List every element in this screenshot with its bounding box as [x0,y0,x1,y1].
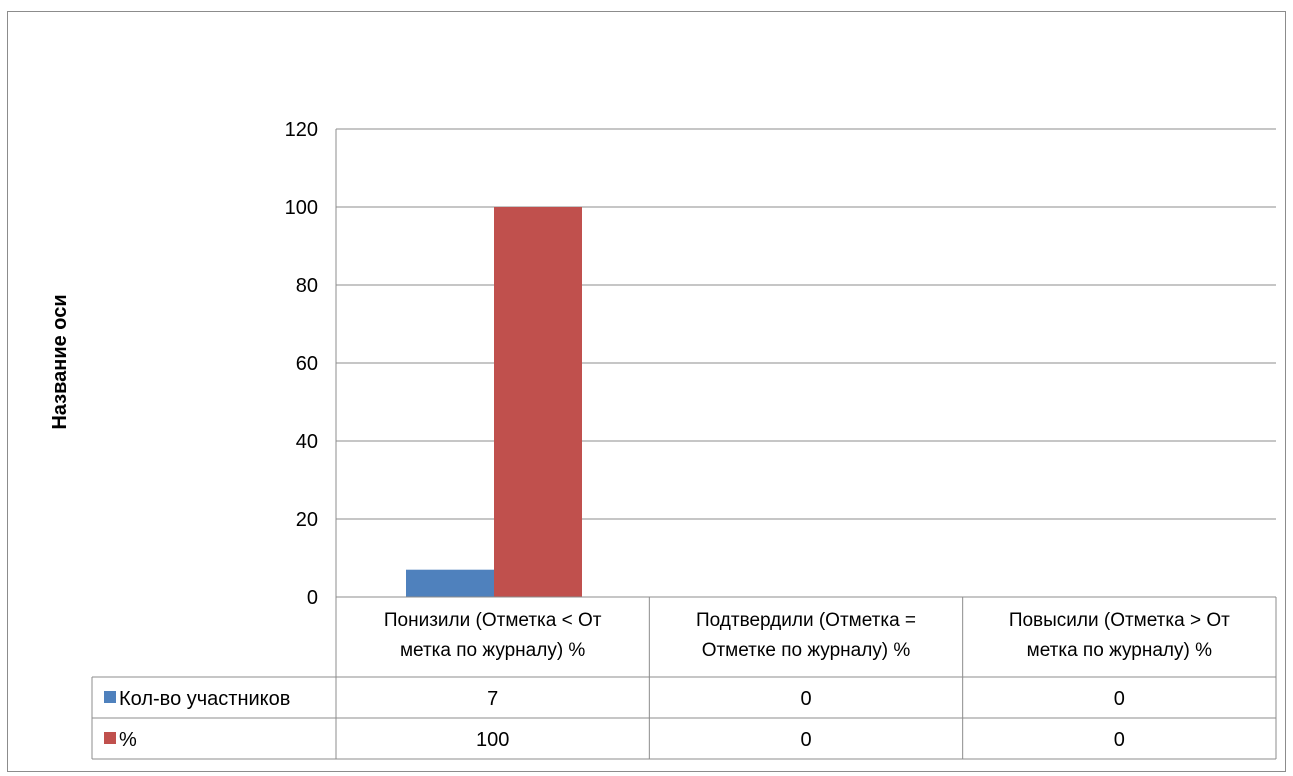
legend-key [104,691,116,703]
bar-participants [406,569,494,597]
bar-percent [494,207,582,597]
y-tick-label: 100 [285,197,318,219]
y-tick-label: 120 [285,119,318,141]
y-tick-label: 20 [296,509,318,531]
category-label: метка по журналу) % [400,640,585,661]
y-axis-title: Название оси [49,294,71,429]
table-cell-value: 0 [1114,729,1125,751]
table-cell-value: 7 [487,688,498,710]
category-label: Подтвердили (Отметка = [696,610,916,631]
legend-label: % [119,729,137,751]
legend-key [104,732,116,744]
table-cell-value: 0 [800,729,811,751]
data-table: Понизили (Отметка < От метка по журналу) … [91,596,1277,760]
y-tick-label: 80 [296,275,318,297]
category-label: Понизили (Отметка < От [384,610,602,631]
table-cell-value: 100 [476,729,509,751]
category-label: Отметке по журналу) % [702,640,911,661]
chart-frame [7,11,1286,772]
y-tick-label: 40 [296,431,318,453]
table-cell-value: 0 [1114,688,1125,710]
category-label: Повысили (Отметка > От [1009,610,1230,631]
y-tick-labels: 0 20 40 60 80 100 120 [285,119,318,609]
gridlines [335,128,1276,759]
table-cell-value: 0 [800,688,811,710]
bars [406,207,582,597]
y-tick-label: 60 [296,353,318,375]
y-tick-label: 0 [307,587,318,609]
category-label: метка по журналу) % [1027,640,1212,661]
legend-label: Кол-во участников [119,688,290,710]
